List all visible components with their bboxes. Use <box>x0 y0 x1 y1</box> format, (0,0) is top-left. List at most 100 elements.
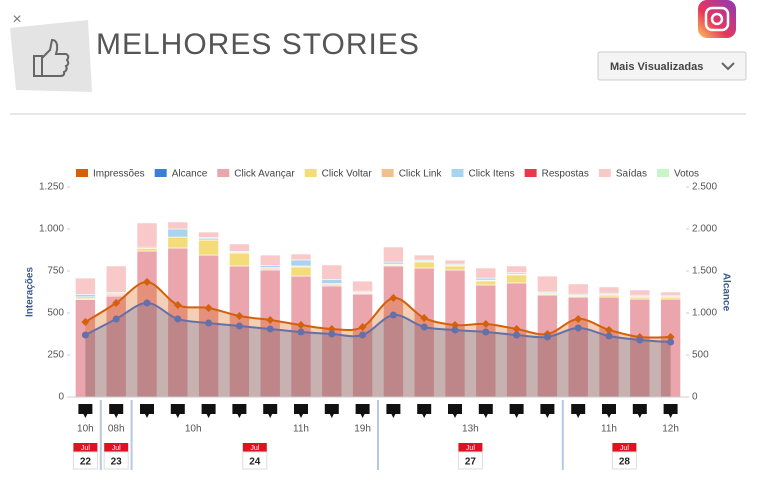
story-icon <box>78 404 93 418</box>
bar-segment <box>413 261 435 269</box>
bar-segment <box>629 296 651 300</box>
story-icon <box>540 404 555 418</box>
legend-label[interactable]: Impressões <box>93 169 145 180</box>
y-tick-label: 1.000 <box>39 224 64 235</box>
bar-segment <box>506 274 527 284</box>
story-icon <box>663 404 678 418</box>
bar-segment <box>567 283 589 295</box>
marker <box>235 312 244 321</box>
marker <box>112 299 121 308</box>
bar-segment <box>290 266 312 277</box>
legend-swatch[interactable] <box>657 169 669 177</box>
legend-swatch[interactable] <box>381 169 394 177</box>
marker <box>574 324 582 332</box>
page-title: MELHORES STORIES <box>96 28 420 61</box>
legend-swatch[interactable] <box>598 169 611 177</box>
bar-segment <box>229 252 250 267</box>
y2-tick-label: 1.500 <box>692 266 717 277</box>
marker <box>327 324 336 333</box>
bar-segment <box>321 264 343 280</box>
x-group-label: 13h <box>462 424 479 435</box>
date-badge-top <box>73 443 98 452</box>
marker <box>235 322 243 330</box>
story-icon <box>355 404 370 418</box>
area <box>85 281 671 397</box>
x-group-label: 11h <box>293 424 309 435</box>
x-group-label: 10h <box>185 424 202 435</box>
dropdown-box[interactable] <box>597 51 747 81</box>
x-group-label: 11h <box>601 424 617 435</box>
marker <box>328 330 336 338</box>
marker <box>143 299 151 307</box>
bar-segment <box>475 277 497 281</box>
bar-segment <box>537 275 558 293</box>
marker <box>204 303 213 312</box>
bar-segment <box>383 261 404 265</box>
story-icon <box>417 404 432 418</box>
date-month: Jul <box>250 445 259 452</box>
x-group-label: 19h <box>354 424 371 435</box>
legend-swatch[interactable] <box>451 169 464 177</box>
marker <box>359 331 367 339</box>
legend-label[interactable]: Click Itens <box>468 169 514 180</box>
story-icon <box>201 404 216 418</box>
date-badge-body <box>103 451 129 470</box>
legend-swatch[interactable] <box>304 169 317 177</box>
bar-segment <box>136 222 158 248</box>
marker <box>358 323 367 332</box>
legend-label[interactable]: Alcance <box>172 169 208 180</box>
date-month: Jul <box>112 445 121 452</box>
date-badge-top <box>104 443 129 452</box>
marker <box>605 325 613 334</box>
bar-segment <box>167 221 189 230</box>
legend-label[interactable]: Click Link <box>399 169 443 180</box>
legend-label[interactable]: Click Avançar <box>234 169 295 180</box>
dropdown[interactable]: Mais Visualizadas <box>597 51 747 81</box>
y-tick-label: 750 <box>47 266 64 277</box>
bar-segment <box>352 280 373 292</box>
date-day: 24 <box>249 457 261 468</box>
date-day: 27 <box>465 457 477 468</box>
legend-swatch[interactable] <box>154 169 167 177</box>
bar-segment <box>259 265 281 268</box>
story-icon <box>170 404 185 418</box>
marker <box>389 293 398 302</box>
date-month: Jul <box>81 445 90 452</box>
dropdown-chevron[interactable] <box>721 62 735 71</box>
legend-label[interactable]: Votos <box>674 169 699 180</box>
instagram-icon <box>698 0 736 38</box>
marker <box>574 314 583 323</box>
marker <box>636 336 644 344</box>
marker <box>81 317 90 326</box>
bar-segment <box>136 248 158 252</box>
marker <box>513 331 521 339</box>
date-badge-top <box>242 443 267 452</box>
bar-segment <box>290 259 312 267</box>
legend-swatch[interactable] <box>524 169 537 177</box>
bar-segment <box>259 254 281 266</box>
y2-tick-label: 500 <box>692 350 709 361</box>
date-badge-top <box>612 443 637 452</box>
bar-segment <box>229 243 250 252</box>
close-button[interactable]: × <box>12 11 21 28</box>
instagram-glyph <box>704 6 730 32</box>
legend-label[interactable]: Respostas <box>542 169 589 180</box>
y2-axis-title: Alcance <box>720 273 731 312</box>
legend-label[interactable]: Saídas <box>616 169 647 180</box>
date-badge-body <box>242 451 268 470</box>
bar-segment <box>198 239 219 256</box>
x-group-label: 08h <box>108 424 125 435</box>
icon-box <box>10 20 92 92</box>
marker <box>512 324 521 333</box>
legend-swatch[interactable] <box>76 169 88 177</box>
story-icon <box>109 404 124 418</box>
story-icon <box>632 404 647 418</box>
y-tick-label: 0 <box>58 392 64 403</box>
story-icon <box>448 404 462 418</box>
dropdown-label[interactable]: Mais Visualizadas <box>610 61 703 73</box>
legend-label[interactable]: Click Voltar <box>322 169 373 180</box>
legend-swatch[interactable] <box>217 169 230 177</box>
y-tick-label: 250 <box>47 350 64 361</box>
date-month: Jul <box>466 445 475 452</box>
